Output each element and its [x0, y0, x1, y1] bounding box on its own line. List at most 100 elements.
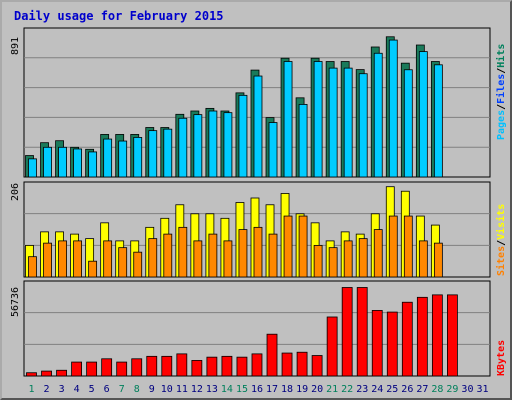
kbytes-bar: [341, 287, 353, 377]
x-tick-label: 17: [266, 384, 278, 395]
x-tick-label: 28: [431, 384, 443, 395]
sites-bar: [118, 247, 128, 278]
sites-bar: [373, 229, 383, 278]
legend-files: Files: [495, 74, 507, 104]
files-bar: [178, 117, 188, 178]
kbytes-bar: [326, 316, 338, 377]
sites-bar: [223, 240, 233, 278]
files-bar: [223, 112, 233, 178]
sites-bar: [43, 242, 52, 278]
files-bar: [313, 61, 323, 178]
sites-bar: [418, 240, 428, 278]
legend-sep: /: [496, 240, 507, 246]
kbytes-bar: [431, 294, 443, 377]
x-tick-label: 16: [251, 384, 263, 395]
x-tick-label: 8: [134, 384, 140, 395]
files-bar: [253, 75, 263, 178]
sites-bar: [133, 251, 143, 278]
files-bar: [328, 67, 338, 178]
kbytes-bar: [146, 355, 158, 377]
x-tick-label: 2: [44, 384, 50, 395]
kbytes-bar: [41, 370, 52, 377]
legend-bottom: KBytes: [496, 340, 507, 376]
files-bar: [298, 104, 308, 178]
x-tick-label: 9: [149, 384, 155, 395]
files-bar: [418, 51, 428, 178]
sites-bar: [298, 215, 308, 278]
legend-sep: /: [496, 104, 507, 110]
x-tick-label: 21: [326, 384, 338, 395]
files-bar: [373, 52, 383, 178]
legend-sep: /: [496, 68, 507, 74]
sites-bar: [103, 240, 113, 278]
files-bar: [148, 130, 158, 178]
x-tick-label: 12: [191, 384, 203, 395]
kbytes-bar: [26, 372, 37, 377]
files-bar: [118, 140, 128, 178]
files-bar: [268, 122, 278, 178]
kbytes-bar: [221, 355, 233, 377]
x-tick-label: 18: [281, 384, 293, 395]
files-bar: [403, 69, 413, 178]
kbytes-bar: [371, 310, 383, 377]
kbytes-bar: [296, 351, 308, 377]
legend-middle: Sites/Visits: [495, 204, 507, 276]
kbytes-bar: [266, 333, 278, 377]
x-tick-label: 5: [89, 384, 95, 395]
x-tick-label: 15: [236, 384, 248, 395]
x-tick-label: 20: [311, 384, 323, 395]
legend-hits: Hits: [495, 44, 507, 68]
x-tick-label: 22: [341, 384, 353, 395]
sites-bar: [58, 240, 67, 278]
mid-panel-ymax-label: 206: [10, 183, 21, 201]
files-bar: [433, 64, 443, 178]
x-tick-label: 1: [29, 384, 35, 395]
kbytes-bar: [101, 358, 113, 377]
kbytes-bar: [131, 358, 143, 377]
sites-bar: [358, 238, 368, 278]
x-tick-label: 27: [416, 384, 428, 395]
x-tick-label: 25: [386, 384, 398, 395]
kbytes-bar: [447, 294, 458, 377]
files-bar: [358, 73, 368, 178]
sites-bar: [208, 233, 218, 278]
bars: [25, 36, 458, 377]
sites-bar: [268, 233, 278, 278]
legend-visits: Visits: [495, 204, 507, 240]
x-tick-label: 10: [161, 384, 173, 395]
sites-bar: [193, 240, 203, 278]
legend-pages: Pages: [496, 110, 507, 140]
kbytes-bar: [251, 353, 263, 377]
legend-sites: Sites: [495, 246, 507, 276]
x-tick-label: 19: [296, 384, 308, 395]
legend-kbytes: KBytes: [496, 340, 507, 376]
files-bar: [58, 146, 67, 178]
sites-bar: [313, 244, 323, 278]
x-tick-label: 4: [74, 384, 80, 395]
sites-bar: [148, 238, 158, 278]
kbytes-bar: [86, 361, 98, 377]
sites-bar: [388, 215, 398, 278]
sites-bar: [283, 215, 293, 278]
sites-bar: [328, 247, 338, 278]
x-tick-label: 24: [371, 384, 383, 395]
x-tick-label: 6: [104, 384, 110, 395]
files-bar: [73, 148, 82, 178]
files-bar: [238, 94, 248, 178]
sites-bar: [238, 229, 248, 278]
sites-bar: [73, 240, 82, 278]
x-tick-label: 29: [446, 384, 458, 395]
sites-bar: [28, 256, 37, 278]
files-bar: [88, 151, 98, 178]
sites-bar: [163, 233, 173, 278]
kbytes-bar: [401, 301, 413, 377]
x-tick-label: 11: [176, 384, 188, 395]
kbytes-bar: [236, 356, 248, 377]
x-tick-label: 30: [461, 384, 473, 395]
files-bar: [28, 158, 37, 178]
sites-bar: [403, 215, 413, 278]
files-bar: [163, 128, 173, 178]
files-bar: [283, 61, 293, 178]
files-bar: [343, 67, 353, 178]
